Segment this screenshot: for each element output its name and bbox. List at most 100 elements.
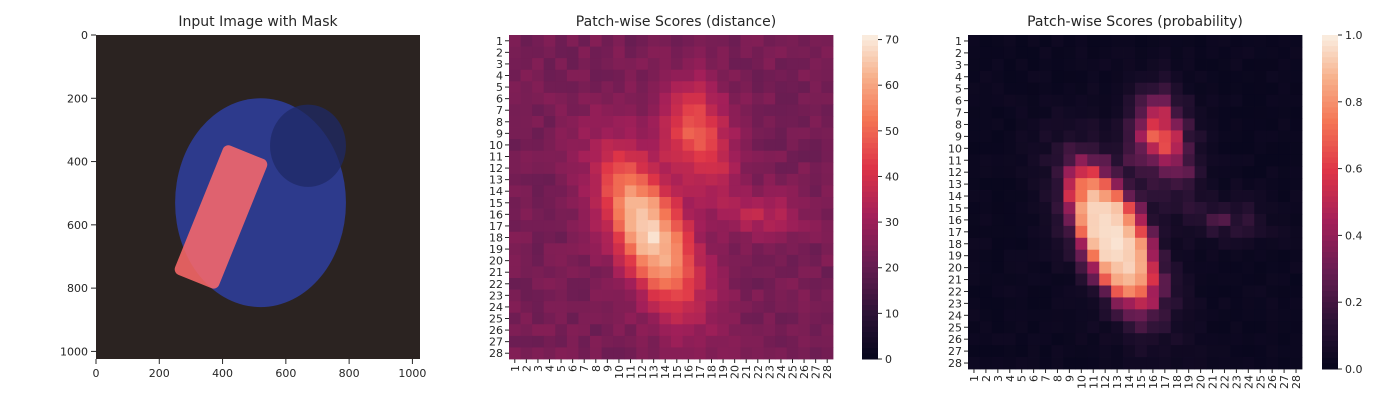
colorbar-segment	[862, 78, 878, 85]
heatmap-cell	[543, 301, 556, 314]
x-tick-label: 25	[1254, 375, 1267, 389]
heatmap-cell	[1230, 166, 1243, 179]
heatmap-cell	[968, 273, 981, 286]
x-tick-label: 27	[810, 365, 823, 379]
heatmap-cell	[763, 92, 776, 105]
heatmap-cell	[1230, 118, 1243, 131]
heatmap-cell	[1242, 130, 1255, 143]
heatmap-cell	[1194, 285, 1207, 298]
heatmap-cell	[1266, 82, 1279, 96]
heatmap-cell	[1135, 142, 1148, 155]
heatmap-cell	[1170, 106, 1184, 119]
heatmap-cell	[809, 335, 822, 348]
heatmap-cell	[1218, 249, 1231, 263]
y-tick-label: 17	[948, 226, 962, 239]
heatmap-cell	[991, 166, 1005, 179]
heatmap-cell	[728, 116, 741, 128]
heatmap-cell	[1278, 273, 1291, 286]
heatmap-cell	[1194, 225, 1207, 239]
y-tick-label: 25	[948, 321, 962, 334]
colorbar-segment	[862, 56, 878, 63]
heatmap-cell	[752, 278, 764, 290]
heatmap-cell	[1123, 35, 1136, 48]
heatmap-cell	[1015, 273, 1029, 286]
heatmap-cell	[671, 278, 683, 290]
heatmap-cell	[555, 185, 568, 198]
heatmap-cell	[601, 116, 614, 128]
heatmap-cell	[613, 150, 626, 163]
heatmap-cell	[1218, 273, 1231, 286]
y-tick-label: 8	[955, 118, 962, 131]
heatmap-cell	[968, 321, 981, 334]
heatmap-cell	[1194, 345, 1207, 358]
y-tick-label: 6	[955, 95, 962, 108]
heatmap-cell	[509, 139, 521, 152]
heatmap-cell	[1278, 142, 1291, 155]
heatmap-cell	[705, 81, 718, 94]
heatmap-cell	[1099, 261, 1112, 274]
heatmap-cell	[717, 150, 730, 163]
heatmap-cell	[1266, 273, 1279, 286]
heatmap-cell	[1027, 213, 1040, 227]
heatmap-cell	[590, 197, 602, 209]
heatmap-cell	[647, 127, 660, 140]
heatmap-cell	[1278, 249, 1291, 263]
heatmap-cell	[578, 46, 591, 59]
heatmap-cell	[601, 162, 614, 175]
heatmap-cell	[1075, 106, 1088, 119]
heatmap-cell	[821, 197, 834, 209]
heatmap-cell	[566, 92, 579, 105]
heatmap-cell	[1278, 94, 1291, 107]
heatmap-cell	[1170, 154, 1184, 167]
heatmap-cell	[775, 58, 788, 71]
heatmap-cell	[1230, 261, 1243, 274]
heatmap-cell	[979, 202, 993, 215]
colorbar-segment	[1322, 352, 1338, 359]
heatmap-cell	[1111, 285, 1124, 298]
heatmap-cell	[979, 261, 993, 274]
heatmap-cell	[1003, 46, 1017, 60]
heatmap-cell	[1218, 309, 1231, 322]
heatmap-cell	[1075, 166, 1088, 179]
heatmap-cell	[590, 254, 602, 267]
heatmap-cell	[1182, 130, 1196, 143]
heatmap-cell	[1111, 225, 1124, 239]
heatmap-cell	[1003, 225, 1017, 239]
x-tick-label: 0	[93, 367, 100, 380]
heatmap-cell	[705, 69, 718, 82]
heatmap-cell	[1218, 35, 1231, 48]
heatmap-cell	[682, 243, 695, 256]
heatmap-cell	[636, 243, 649, 256]
colorbar-segment	[862, 148, 878, 155]
heatmap-cell	[1111, 94, 1124, 107]
heatmap-cell	[601, 289, 614, 302]
heatmap-cell	[590, 243, 602, 256]
heatmap-cell	[532, 46, 545, 59]
colorbar-segment	[862, 159, 878, 166]
heatmap-cell	[1242, 357, 1255, 370]
colorbar-segment	[1322, 341, 1338, 348]
heatmap-cell	[798, 127, 811, 140]
colorbar-segment	[862, 180, 878, 187]
heatmap-cell	[1075, 285, 1088, 298]
heatmap-cell	[1135, 249, 1148, 263]
heatmap-cell	[509, 347, 521, 360]
heatmap-cell	[1170, 130, 1184, 143]
heatmap-cell	[1278, 154, 1291, 167]
heatmap-cell	[1218, 130, 1231, 143]
heatmap-cell	[636, 81, 649, 94]
colorbar-segment	[1322, 40, 1338, 47]
heatmap-cell	[752, 231, 764, 244]
heatmap-cell	[809, 58, 822, 71]
heatmap-cell	[1170, 285, 1184, 298]
heatmap-cell	[647, 92, 660, 105]
heatmap-cell	[647, 162, 660, 175]
heatmap-cell	[520, 208, 533, 221]
heatmap-cell	[1242, 345, 1255, 358]
heatmap-cell	[1075, 249, 1088, 263]
heatmap-cell	[613, 278, 626, 290]
heatmap-cell	[636, 208, 649, 221]
heatmap-cell	[1063, 58, 1076, 72]
heatmap-cell	[1111, 309, 1124, 322]
heatmap-cell	[543, 312, 556, 325]
